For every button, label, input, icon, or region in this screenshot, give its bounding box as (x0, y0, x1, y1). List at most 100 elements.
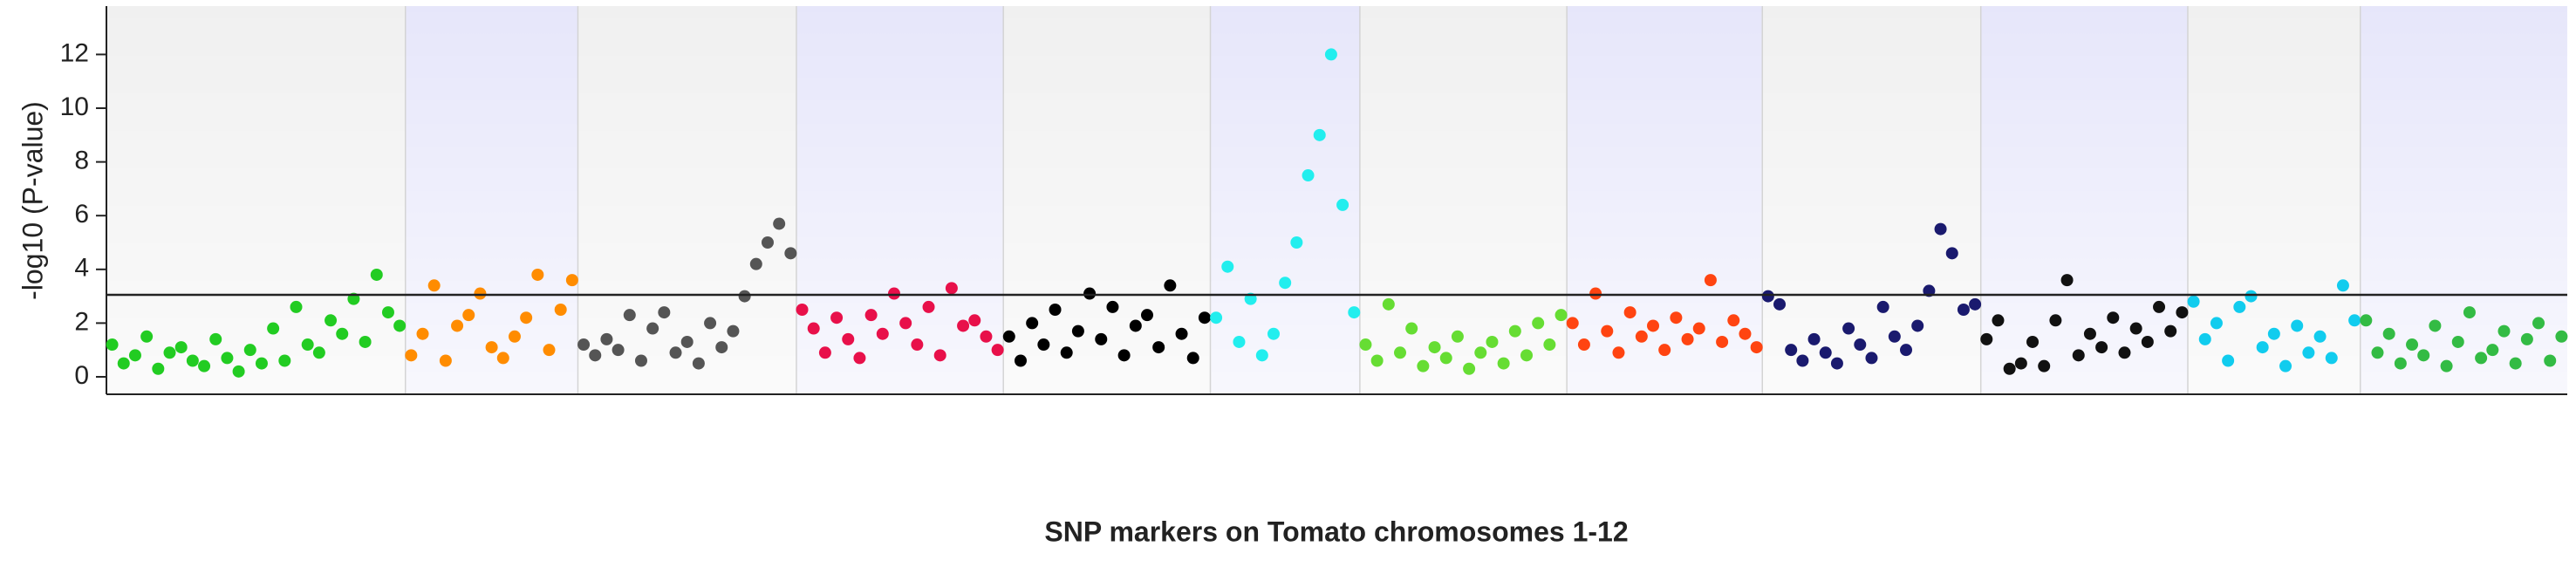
snp-point (1382, 297, 1395, 311)
snp-point (496, 352, 509, 365)
snp-point (1670, 311, 1683, 324)
snp-point (2164, 324, 2177, 338)
snp-point (2520, 332, 2533, 345)
snp-point (2095, 341, 2108, 354)
snp-point (749, 257, 762, 270)
snp-point (1071, 324, 1084, 338)
snp-point (1945, 247, 1958, 260)
snp-point (2429, 319, 2442, 332)
snp-point (2003, 362, 2016, 375)
snp-point (773, 217, 786, 230)
snp-point (209, 332, 222, 345)
snp-point (1186, 352, 1199, 365)
snp-point (2325, 352, 2338, 365)
snp-point (278, 354, 291, 367)
snp-point (634, 354, 647, 367)
snp-point (968, 314, 981, 327)
snp-point (2038, 359, 2051, 372)
snp-point (600, 332, 613, 345)
snp-point (1911, 319, 1924, 332)
snp-point (2118, 346, 2131, 359)
snp-point (842, 332, 855, 345)
snp-point (359, 335, 372, 348)
snp-point (198, 359, 211, 372)
snp-point (1692, 322, 1705, 335)
chromosome-band (405, 6, 578, 394)
y-tick-label: 8 (74, 147, 89, 175)
snp-point (1830, 357, 1843, 370)
snp-point (1739, 327, 1752, 340)
snp-point (1164, 279, 1177, 292)
snp-point (2394, 357, 2407, 370)
snp-point (1704, 274, 1717, 287)
snp-point (1577, 338, 1590, 352)
snp-point (727, 324, 740, 338)
snp-point (2313, 330, 2327, 343)
snp-point (1681, 332, 1694, 345)
snp-point (1370, 354, 1384, 367)
snp-point (531, 268, 544, 281)
snp-point (2291, 319, 2304, 332)
snp-point (2382, 327, 2395, 340)
snp-point (2256, 341, 2269, 354)
chromosome-band (1567, 6, 1763, 394)
snp-point (980, 330, 993, 343)
snp-point (554, 303, 567, 316)
snp-point (301, 338, 314, 352)
snp-point (163, 346, 176, 359)
snp-point (933, 349, 946, 362)
snp-point (2060, 274, 2074, 287)
snp-point (1969, 297, 1982, 311)
snp-point (2072, 349, 2085, 362)
y-tick-label: 2 (74, 307, 89, 336)
snp-point (1198, 311, 1211, 324)
snp-point (2451, 335, 2464, 348)
snp-point (243, 344, 256, 357)
snp-point (1060, 346, 1073, 359)
snp-point (1773, 297, 1787, 311)
snp-point (796, 303, 809, 316)
snp-point (1417, 359, 1430, 372)
snp-point (945, 282, 958, 295)
snp-point (1210, 311, 1223, 324)
snp-point (2222, 354, 2235, 367)
snp-point (1589, 287, 1602, 300)
snp-point (485, 341, 498, 354)
snp-point (1876, 300, 1889, 313)
chromosome-band (2360, 6, 2567, 394)
y-tick-label: 6 (74, 200, 89, 229)
x-axis-title: SNP markers on Tomato chromosomes 1-12 (1044, 516, 1628, 547)
snp-point (2267, 327, 2280, 340)
snp-point (508, 330, 521, 343)
snp-point (1313, 128, 1326, 141)
snp-point (1129, 319, 1142, 332)
snp-point (1842, 322, 1855, 335)
snp-point (174, 341, 188, 354)
snp-point (612, 344, 625, 357)
snp-point (2107, 311, 2120, 324)
snp-point (2187, 295, 2200, 308)
snp-point (876, 327, 889, 340)
snp-point (2348, 314, 2361, 327)
snp-point (922, 300, 935, 313)
snp-point (520, 311, 533, 324)
snp-point (991, 344, 1004, 357)
snp-point (1957, 303, 1970, 316)
snp-point (1359, 338, 1372, 352)
snp-point (427, 279, 441, 292)
snp-point (1934, 222, 1947, 236)
snp-point (1566, 317, 1579, 330)
snp-point (1428, 341, 1441, 354)
snp-point (899, 317, 912, 330)
snp-point (2233, 300, 2246, 313)
snp-point (623, 309, 636, 322)
chromosome-band (577, 6, 796, 394)
snp-point (565, 274, 578, 287)
snp-point (830, 311, 844, 324)
snp-point (1474, 346, 1487, 359)
snp-point (1750, 341, 1763, 354)
chromosome-band (1762, 6, 1981, 394)
snp-point (439, 354, 452, 367)
snp-point (1980, 332, 1993, 345)
